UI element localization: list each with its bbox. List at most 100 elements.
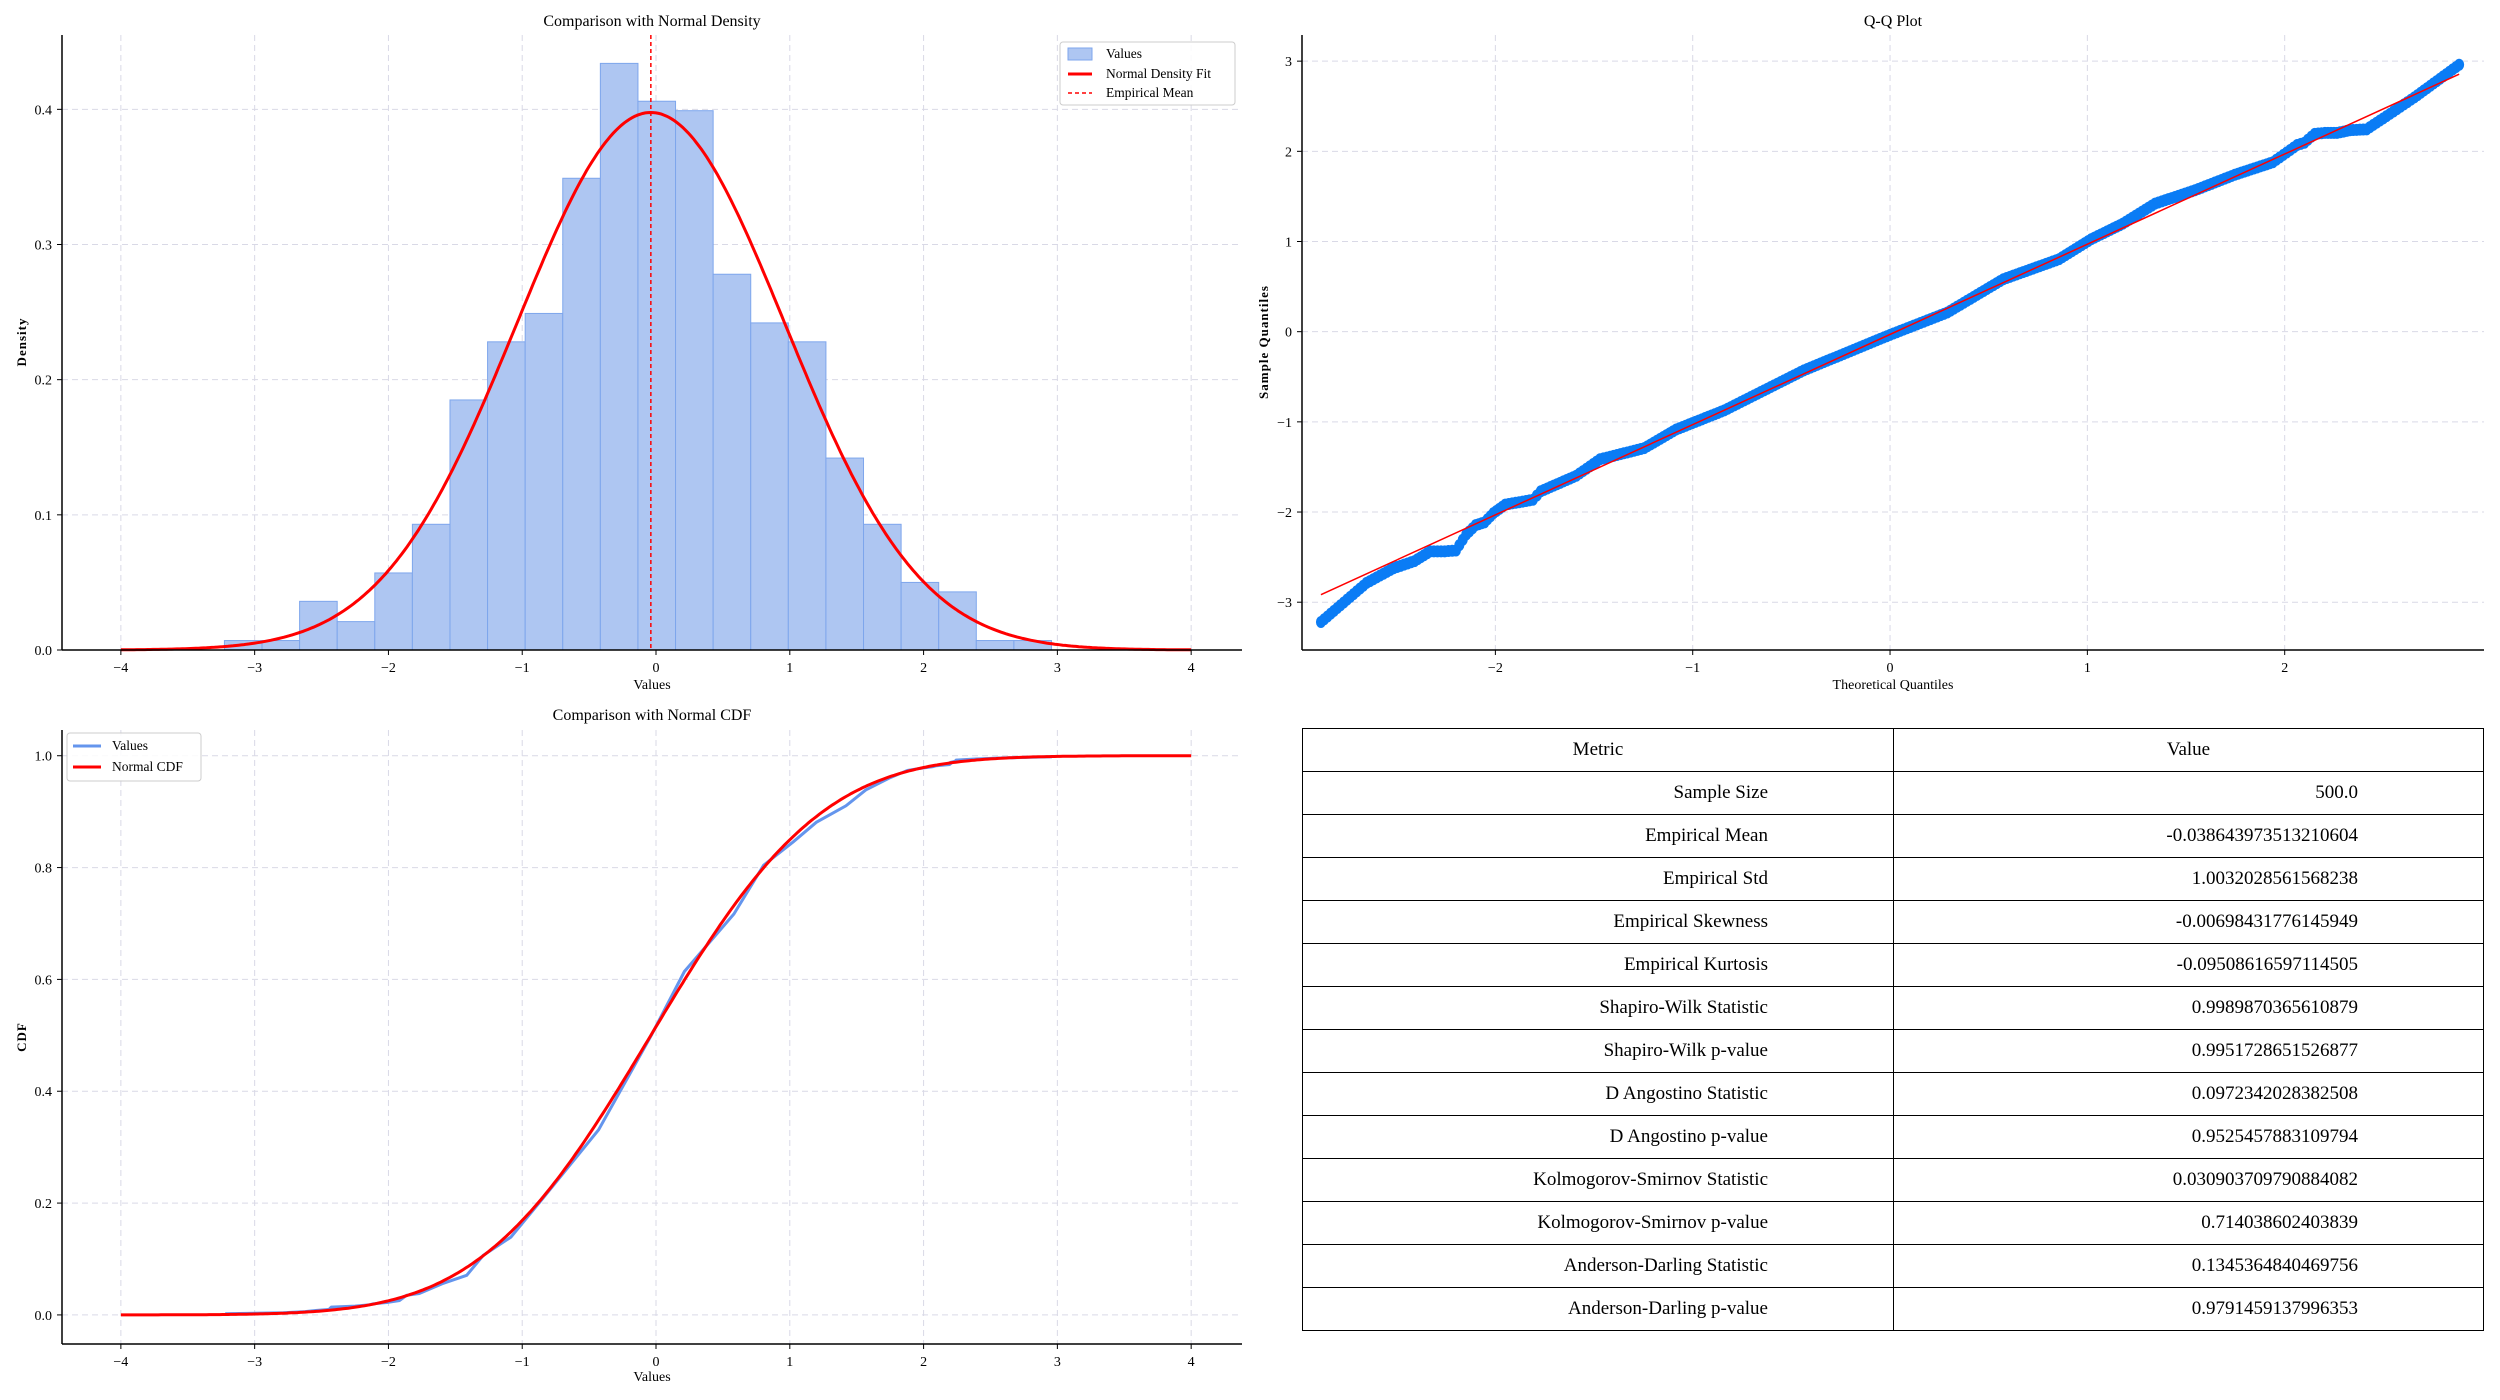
table-row: Sample Size 500.0 (1302, 771, 2484, 815)
cdf-legend: Values Normal CDF (66, 732, 202, 782)
metric-cell: Empirical Kurtosis (1302, 943, 1894, 987)
metric-cell: D Angostino p-value (1302, 1115, 1894, 1159)
legend-frame (1059, 41, 1236, 106)
table-row: Kolmogorov-Smirnov p-value 0.714038602403… (1302, 1201, 2484, 1245)
histogram-bar (524, 312, 564, 651)
y-tick-label: 0.4 (35, 1085, 53, 1100)
qq-reference-line (1320, 73, 2460, 596)
cdf-title: Comparison with Normal CDF (553, 707, 752, 724)
x-tick-label: 0 (653, 1355, 660, 1370)
y-tick-label: 0.2 (35, 374, 53, 389)
legend-normal-fit-label: Normal Density Fit (1106, 66, 1211, 81)
legend-normal-cdf-label: Normal CDF (112, 759, 183, 774)
x-tick-label: 1 (786, 1355, 793, 1370)
table-row: D Angostino p-value 0.9525457883109794 (1302, 1115, 2484, 1159)
cdf-ylabel: CDF (14, 1022, 29, 1052)
histogram-bars (223, 62, 1052, 651)
legend-values-label: Values (1106, 46, 1142, 61)
x-tick-label: −4 (113, 661, 128, 676)
x-tick-label: 2 (2281, 661, 2288, 676)
x-tick-label: 1 (2084, 661, 2091, 676)
x-tick-label: −4 (113, 1355, 128, 1370)
y-tick-label: 2 (1285, 145, 1292, 160)
qq-grid (1302, 35, 2484, 650)
histogram-bar (863, 523, 902, 651)
x-tick-label: 4 (1188, 1355, 1195, 1370)
histogram-bar (599, 62, 639, 651)
value-cell: 1.0032028561568238 (1893, 857, 2484, 901)
x-tick-label: 0 (653, 661, 660, 676)
legend-histogram-swatch (1067, 47, 1093, 61)
header-metric: Metric (1302, 728, 1894, 772)
y-tick-label: 0.0 (35, 644, 53, 659)
value-cell: -0.038643973513210604 (1893, 814, 2484, 858)
y-tick-label: 1.0 (35, 750, 53, 765)
density-ylabel: Density (14, 318, 29, 367)
normal-cdf-line (120, 754, 1192, 1317)
qq-axes: −2 −1 0 1 2 −3 −2 −1 0 1 2 3 (1277, 35, 2484, 676)
density-title: Comparison with Normal Density (543, 13, 760, 30)
histogram-bar (900, 581, 940, 651)
x-tick-label: −1 (515, 661, 530, 676)
y-tick-label: 0.1 (35, 509, 53, 524)
value-cell: 0.0972342028382508 (1893, 1072, 2484, 1116)
table-row: Empirical Kurtosis -0.09508616597114505 (1302, 943, 2484, 987)
value-cell: -0.09508616597114505 (1893, 943, 2484, 987)
table-row: Empirical Skewness -0.00698431776145949 (1302, 900, 2484, 944)
qq-ylabel: Sample Quantiles (1256, 285, 1271, 399)
y-tick-label: −1 (1277, 416, 1292, 431)
qq-point (2454, 58, 2465, 71)
x-tick-label: −3 (247, 1355, 262, 1370)
x-tick-label: 4 (1188, 661, 1195, 676)
histogram-bar (637, 100, 677, 651)
histogram-bar (712, 273, 752, 651)
y-tick-label: 0.6 (35, 973, 53, 988)
empirical-cdf-line (225, 755, 1053, 1316)
metric-cell: Empirical Mean (1302, 814, 1894, 858)
value-cell: 0.030903709790884082 (1893, 1158, 2484, 1202)
table-row: Anderson-Darling p-value 0.97914591379963… (1302, 1287, 2484, 1331)
table-row: Empirical Mean -0.038643973513210604 (1302, 814, 2484, 858)
x-tick-label: 0 (1887, 661, 1894, 676)
x-tick-label: 2 (920, 1355, 927, 1370)
value-cell: 0.714038602403839 (1893, 1201, 2484, 1245)
density-legend: Values Normal Density Fit Empirical Mean (1059, 41, 1236, 106)
histogram-bar (411, 523, 451, 651)
cdf-xlabel: Values (633, 1370, 670, 1385)
legend-ecdf-label: Values (112, 738, 148, 753)
table-row: Kolmogorov-Smirnov Statistic 0.0309037097… (1302, 1158, 2484, 1202)
value-cell: 500.0 (1893, 771, 2484, 815)
metric-cell: Kolmogorov-Smirnov p-value (1302, 1201, 1894, 1245)
density-axes: −4 −3 −2 −1 0 1 2 3 4 0.0 0.1 0.2 0.3 0.4 (35, 35, 1242, 676)
histogram-bar (299, 600, 338, 651)
x-tick-label: 3 (1054, 661, 1061, 676)
table-row: Empirical Std 1.0032028561568238 (1302, 857, 2484, 901)
y-tick-label: 0 (1285, 326, 1292, 341)
x-tick-label: −1 (1685, 661, 1700, 676)
histogram-bar (675, 110, 714, 651)
x-tick-label: 3 (1054, 1355, 1061, 1370)
y-tick-label: 1 (1285, 236, 1292, 251)
histogram-bar (975, 640, 1015, 651)
histogram-bar (787, 341, 827, 651)
y-tick-label: 0.3 (35, 239, 53, 254)
metric-cell: Empirical Skewness (1302, 900, 1894, 944)
metric-cell: Anderson-Darling p-value (1302, 1287, 1894, 1331)
qq-panel: −2 −1 0 1 2 −3 −2 −1 0 1 2 3 Q-Q Plot Theoretical Q… (1256, 13, 2484, 693)
legend-mean-label: Empirical Mean (1106, 85, 1194, 100)
table-header-row: Metric Value (1302, 728, 2484, 772)
density-panel: −4 −3 −2 −1 0 1 2 3 4 0.0 0.1 0.2 0.3 0.4 Comparison … (14, 13, 1242, 693)
x-tick-label: 1 (786, 661, 793, 676)
normal-density-fit-line (120, 110, 1192, 652)
table-row: Anderson-Darling Statistic 0.134536484046… (1302, 1244, 2484, 1288)
histogram-bar (336, 621, 376, 651)
histogram-bar (374, 572, 413, 651)
y-tick-label: 0.8 (35, 862, 53, 877)
x-tick-label: −2 (1488, 661, 1503, 676)
header-value: Value (1893, 728, 2484, 772)
y-tick-label: 3 (1285, 55, 1292, 70)
density-lines (120, 35, 1192, 652)
metric-cell: D Angostino Statistic (1302, 1072, 1894, 1116)
value-cell: 0.9525457883109794 (1893, 1115, 2484, 1159)
value-cell: 0.1345364840469756 (1893, 1244, 2484, 1288)
